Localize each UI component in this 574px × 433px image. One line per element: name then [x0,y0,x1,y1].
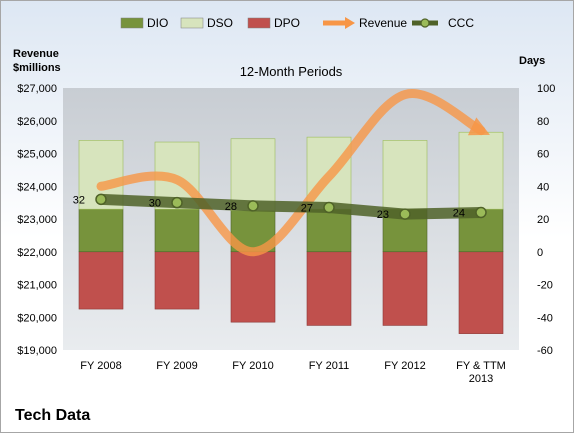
legend-arrow-head [345,17,355,29]
bar-dpo [458,251,504,334]
x-tick-label: FY & TTM [456,360,506,372]
y-right-label: Days [519,55,545,67]
bar-dio [306,208,352,253]
bar-dpo [306,251,352,326]
ccc-data-label: 27 [301,203,313,215]
ccc-point [247,200,259,212]
y-left-tick-label: $25,000 [17,149,57,161]
company-name: Tech Data [15,407,90,424]
y-right-tick-label: -20 [537,280,553,292]
revenue-series [96,89,490,257]
revenue-line [96,89,490,257]
ccc-line [95,193,487,220]
legend-label-dio: DIO [147,16,168,30]
ccc-point [323,201,335,214]
y-right-tick-label: -60 [537,345,553,357]
bar-dso [230,138,276,212]
y-left-tick-label: $23,000 [17,214,57,226]
y-right-tick-label: 40 [537,181,549,193]
bar-dpo [154,251,200,310]
legend-label-ccc: CCC [448,16,474,30]
y-right-tick-label: 20 [537,214,549,226]
legend-swatch-dio [120,17,144,29]
y-left-tick-label: $24,000 [17,181,57,193]
bar-dpo [230,251,276,323]
legend: DIO DSO DPO Revenue CCC [120,16,474,30]
y-left-tick-label: $21,000 [17,280,57,292]
x-tick-label: FY 2008 [80,360,121,372]
ccc-data-label: 28 [225,201,237,213]
legend-label-dso: DSO [207,16,233,30]
y-left-tick-label: $27,000 [17,83,57,95]
ccc-series: 32 30 28 27 23 24 [73,193,487,221]
bar-dso [458,131,504,210]
ccc-data-label: 23 [377,209,389,221]
ccc-point [171,196,183,209]
y-left-tick-label: $19,000 [17,345,57,357]
legend-swatch-dso [180,17,204,29]
legend-dot [420,18,430,28]
x-tick-label: FY 2011 [309,360,350,372]
y-right-tick-label: 60 [537,149,549,161]
y-left-tick-label: $26,000 [17,116,57,128]
legend-swatch-dpo [247,17,271,29]
bar-dso [382,140,428,210]
y-right-tick-label: 0 [537,247,543,259]
y-right-tick-label: 80 [537,116,549,128]
ccc-data-label: 24 [453,207,465,219]
chart-title: 12-Month Periods [240,64,343,79]
y-left-tick-label: $20,000 [17,312,57,324]
bar-dpo [78,251,124,310]
bar-dio [78,208,124,253]
ccc-point [475,206,487,219]
x-tick-label: FY 2010 [232,360,273,372]
y-left-label-line1: Revenue [13,48,59,60]
x-axis: FY 2008 FY 2009 FY 2010 FY 2011 FY 2012 FY & … [80,360,506,385]
ccc-data-label: 32 [73,194,85,206]
y-left-label-line2: $millions [13,62,61,74]
x-tick-label: 2013 [469,373,493,385]
y-right-tick-label: 100 [537,83,555,95]
y-right-tick-label: -40 [537,312,553,324]
x-tick-label: FY 2009 [156,360,197,372]
y-right-axis: -60 -40 -20 0 20 40 60 80 100 [537,83,555,357]
legend-label-dpo: DPO [274,16,300,30]
x-tick-label: FY 2012 [384,360,425,372]
legend-label-revenue: Revenue [359,16,407,30]
y-left-axis: $19,000 $20,000 $21,000 $22,000 $23,000 $24,0… [17,83,57,357]
ccc-data-label: 30 [149,198,161,210]
ccc-point [95,193,107,206]
y-left-tick-label: $22,000 [17,247,57,259]
bar-dpo [382,251,428,326]
bar-dio [154,208,200,253]
ccc-point [399,208,411,220]
